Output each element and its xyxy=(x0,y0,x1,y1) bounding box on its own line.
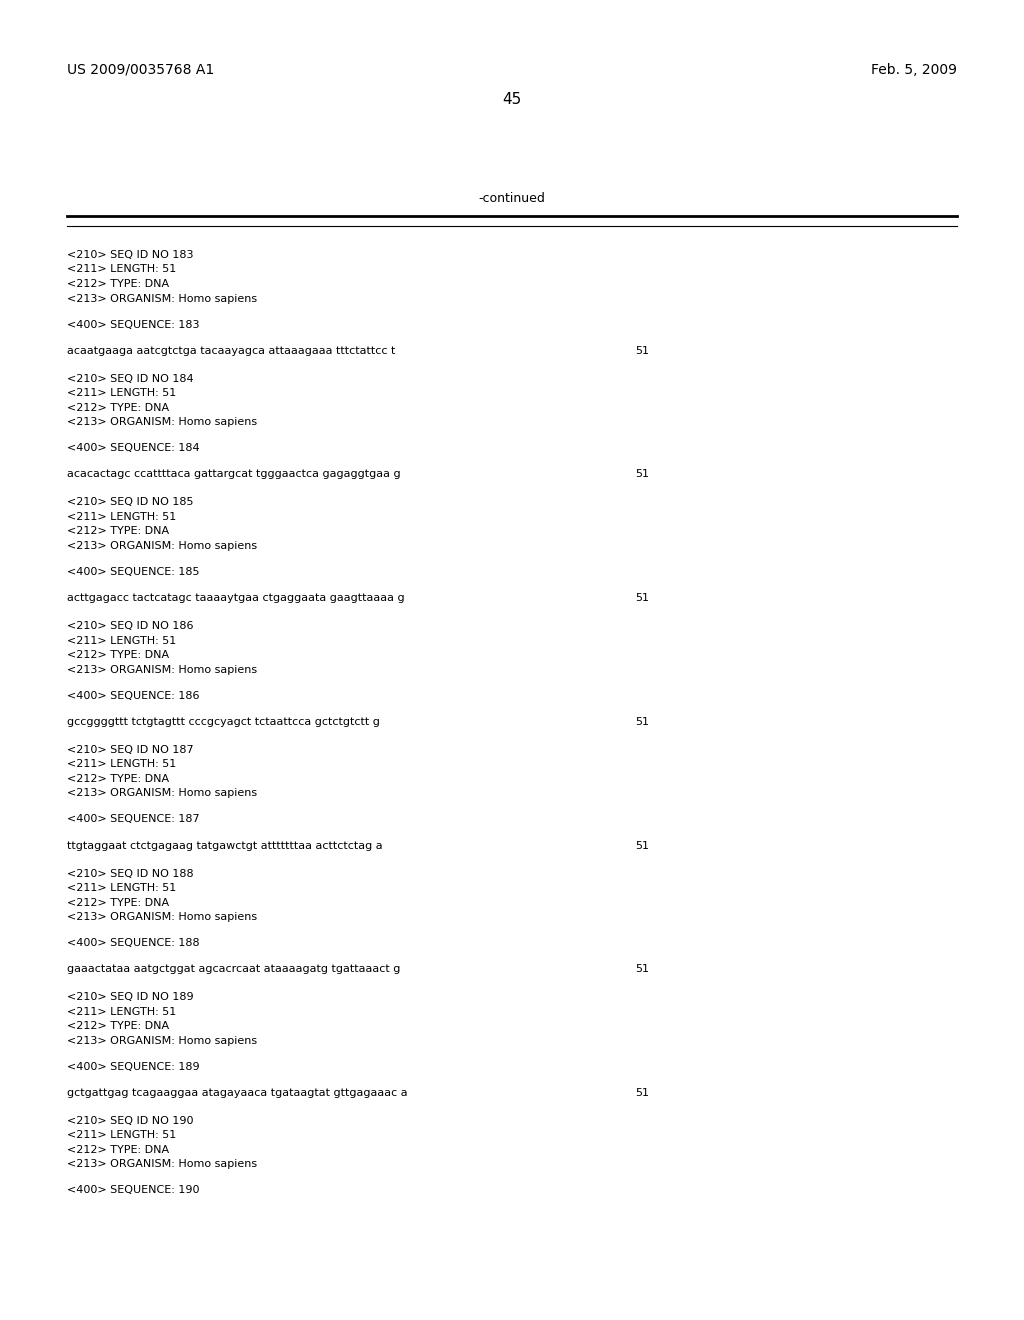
Text: <400> SEQUENCE: 184: <400> SEQUENCE: 184 xyxy=(67,444,200,453)
Text: <212> TYPE: DNA: <212> TYPE: DNA xyxy=(67,774,169,784)
Text: <212> TYPE: DNA: <212> TYPE: DNA xyxy=(67,279,169,289)
Text: <210> SEQ ID NO 186: <210> SEQ ID NO 186 xyxy=(67,622,194,631)
Text: US 2009/0035768 A1: US 2009/0035768 A1 xyxy=(67,63,214,77)
Text: <211> LENGTH: 51: <211> LENGTH: 51 xyxy=(67,636,176,645)
Text: <212> TYPE: DNA: <212> TYPE: DNA xyxy=(67,898,169,908)
Text: <400> SEQUENCE: 185: <400> SEQUENCE: 185 xyxy=(67,568,199,577)
Text: <210> SEQ ID NO 189: <210> SEQ ID NO 189 xyxy=(67,993,194,1002)
Text: <211> LENGTH: 51: <211> LENGTH: 51 xyxy=(67,1007,176,1016)
Text: <212> TYPE: DNA: <212> TYPE: DNA xyxy=(67,403,169,413)
Text: <210> SEQ ID NO 187: <210> SEQ ID NO 187 xyxy=(67,744,194,755)
Text: <211> LENGTH: 51: <211> LENGTH: 51 xyxy=(67,1130,176,1140)
Text: gaaactataa aatgctggat agcacrcaat ataaaagatg tgattaaact g: gaaactataa aatgctggat agcacrcaat ataaaag… xyxy=(67,964,400,974)
Text: <211> LENGTH: 51: <211> LENGTH: 51 xyxy=(67,759,176,770)
Text: 45: 45 xyxy=(503,92,521,107)
Text: <211> LENGTH: 51: <211> LENGTH: 51 xyxy=(67,388,176,399)
Text: <213> ORGANISM: Homo sapiens: <213> ORGANISM: Homo sapiens xyxy=(67,541,257,550)
Text: <213> ORGANISM: Homo sapiens: <213> ORGANISM: Homo sapiens xyxy=(67,664,257,675)
Text: 51: 51 xyxy=(635,1088,649,1098)
Text: <400> SEQUENCE: 186: <400> SEQUENCE: 186 xyxy=(67,690,199,701)
Text: <211> LENGTH: 51: <211> LENGTH: 51 xyxy=(67,264,176,275)
Text: <210> SEQ ID NO 184: <210> SEQ ID NO 184 xyxy=(67,374,194,384)
Text: 51: 51 xyxy=(635,470,649,479)
Text: <211> LENGTH: 51: <211> LENGTH: 51 xyxy=(67,512,176,521)
Text: <213> ORGANISM: Homo sapiens: <213> ORGANISM: Homo sapiens xyxy=(67,293,257,304)
Text: <210> SEQ ID NO 183: <210> SEQ ID NO 183 xyxy=(67,249,194,260)
Text: <213> ORGANISM: Homo sapiens: <213> ORGANISM: Homo sapiens xyxy=(67,1159,257,1170)
Text: <213> ORGANISM: Homo sapiens: <213> ORGANISM: Homo sapiens xyxy=(67,912,257,921)
Text: <212> TYPE: DNA: <212> TYPE: DNA xyxy=(67,527,169,536)
Text: gctgattgag tcagaaggaa atagayaaca tgataagtat gttgagaaac a: gctgattgag tcagaaggaa atagayaaca tgataag… xyxy=(67,1088,408,1098)
Text: <210> SEQ ID NO 188: <210> SEQ ID NO 188 xyxy=(67,869,194,879)
Text: 51: 51 xyxy=(635,717,649,727)
Text: <211> LENGTH: 51: <211> LENGTH: 51 xyxy=(67,883,176,894)
Text: Feb. 5, 2009: Feb. 5, 2009 xyxy=(871,63,957,77)
Text: <400> SEQUENCE: 187: <400> SEQUENCE: 187 xyxy=(67,814,200,825)
Text: gccggggttt tctgtagttt cccgcyagct tctaattcca gctctgtctt g: gccggggttt tctgtagttt cccgcyagct tctaatt… xyxy=(67,717,380,727)
Text: acttgagacc tactcatagc taaaaytgaa ctgaggaata gaagttaaaa g: acttgagacc tactcatagc taaaaytgaa ctgagga… xyxy=(67,593,404,603)
Text: <210> SEQ ID NO 185: <210> SEQ ID NO 185 xyxy=(67,498,194,507)
Text: <212> TYPE: DNA: <212> TYPE: DNA xyxy=(67,1022,169,1031)
Text: ttgtaggaat ctctgagaag tatgawctgt atttttttaa acttctctag a: ttgtaggaat ctctgagaag tatgawctgt atttttt… xyxy=(67,841,382,850)
Text: 51: 51 xyxy=(635,841,649,850)
Text: -continued: -continued xyxy=(478,191,546,205)
Text: 51: 51 xyxy=(635,964,649,974)
Text: <210> SEQ ID NO 190: <210> SEQ ID NO 190 xyxy=(67,1115,194,1126)
Text: acacactagc ccattttaca gattargcat tgggaactca gagaggtgaa g: acacactagc ccattttaca gattargcat tgggaac… xyxy=(67,470,400,479)
Text: acaatgaaga aatcgtctga tacaayagca attaaagaaa tttctattcc t: acaatgaaga aatcgtctga tacaayagca attaaag… xyxy=(67,346,395,355)
Text: 51: 51 xyxy=(635,593,649,603)
Text: <212> TYPE: DNA: <212> TYPE: DNA xyxy=(67,1144,169,1155)
Text: <400> SEQUENCE: 189: <400> SEQUENCE: 189 xyxy=(67,1061,200,1072)
Text: <400> SEQUENCE: 188: <400> SEQUENCE: 188 xyxy=(67,939,200,948)
Text: <213> ORGANISM: Homo sapiens: <213> ORGANISM: Homo sapiens xyxy=(67,417,257,428)
Text: <212> TYPE: DNA: <212> TYPE: DNA xyxy=(67,651,169,660)
Text: <213> ORGANISM: Homo sapiens: <213> ORGANISM: Homo sapiens xyxy=(67,1036,257,1045)
Text: <213> ORGANISM: Homo sapiens: <213> ORGANISM: Homo sapiens xyxy=(67,788,257,799)
Text: 51: 51 xyxy=(635,346,649,355)
Text: <400> SEQUENCE: 183: <400> SEQUENCE: 183 xyxy=(67,319,199,330)
Text: <400> SEQUENCE: 190: <400> SEQUENCE: 190 xyxy=(67,1185,199,1196)
